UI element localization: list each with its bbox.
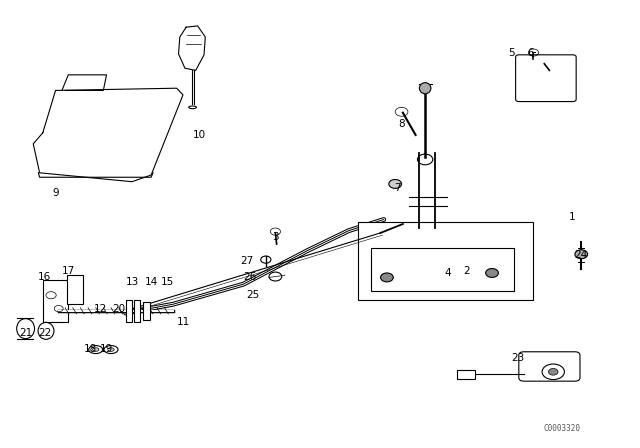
Polygon shape xyxy=(33,88,183,182)
Text: 12: 12 xyxy=(93,304,107,314)
Text: 9: 9 xyxy=(52,188,59,198)
Text: 16: 16 xyxy=(38,272,51,282)
FancyBboxPatch shape xyxy=(457,370,475,379)
Text: 17: 17 xyxy=(61,266,75,276)
Polygon shape xyxy=(179,26,205,70)
Text: 22: 22 xyxy=(38,328,51,338)
Text: 2: 2 xyxy=(463,266,470,276)
Text: C0003320: C0003320 xyxy=(543,424,580,433)
Text: 8: 8 xyxy=(398,119,405,129)
FancyBboxPatch shape xyxy=(519,352,580,381)
FancyBboxPatch shape xyxy=(125,300,132,322)
Text: 20: 20 xyxy=(113,304,126,314)
Text: 15: 15 xyxy=(161,277,173,287)
FancyBboxPatch shape xyxy=(371,249,515,291)
Ellipse shape xyxy=(419,82,431,94)
Text: 10: 10 xyxy=(193,130,205,140)
Text: 1: 1 xyxy=(568,212,575,222)
Text: 14: 14 xyxy=(145,277,158,287)
FancyBboxPatch shape xyxy=(43,280,68,322)
Circle shape xyxy=(389,180,401,188)
Text: 13: 13 xyxy=(125,277,139,287)
Text: 4: 4 xyxy=(444,268,451,278)
Ellipse shape xyxy=(108,348,114,351)
Text: 21: 21 xyxy=(19,328,32,338)
Ellipse shape xyxy=(93,348,99,351)
FancyBboxPatch shape xyxy=(67,275,83,304)
Circle shape xyxy=(486,268,499,277)
FancyBboxPatch shape xyxy=(516,55,576,102)
Text: 3: 3 xyxy=(272,233,278,242)
Ellipse shape xyxy=(104,345,118,353)
Circle shape xyxy=(381,273,394,282)
Text: 19: 19 xyxy=(100,344,113,353)
Text: 11: 11 xyxy=(177,317,189,327)
Circle shape xyxy=(575,250,588,259)
Ellipse shape xyxy=(89,345,102,353)
Text: 24: 24 xyxy=(575,250,588,260)
Text: 23: 23 xyxy=(511,353,524,362)
FancyBboxPatch shape xyxy=(134,300,140,322)
FancyBboxPatch shape xyxy=(143,302,150,320)
Text: 6: 6 xyxy=(527,47,534,58)
Text: 25: 25 xyxy=(246,290,260,300)
Text: 5: 5 xyxy=(508,47,515,58)
FancyBboxPatch shape xyxy=(358,222,534,300)
Text: 7: 7 xyxy=(394,183,401,194)
Text: 27: 27 xyxy=(240,256,253,266)
Text: 18: 18 xyxy=(84,344,97,353)
Ellipse shape xyxy=(548,368,558,375)
Text: 26: 26 xyxy=(243,272,257,282)
